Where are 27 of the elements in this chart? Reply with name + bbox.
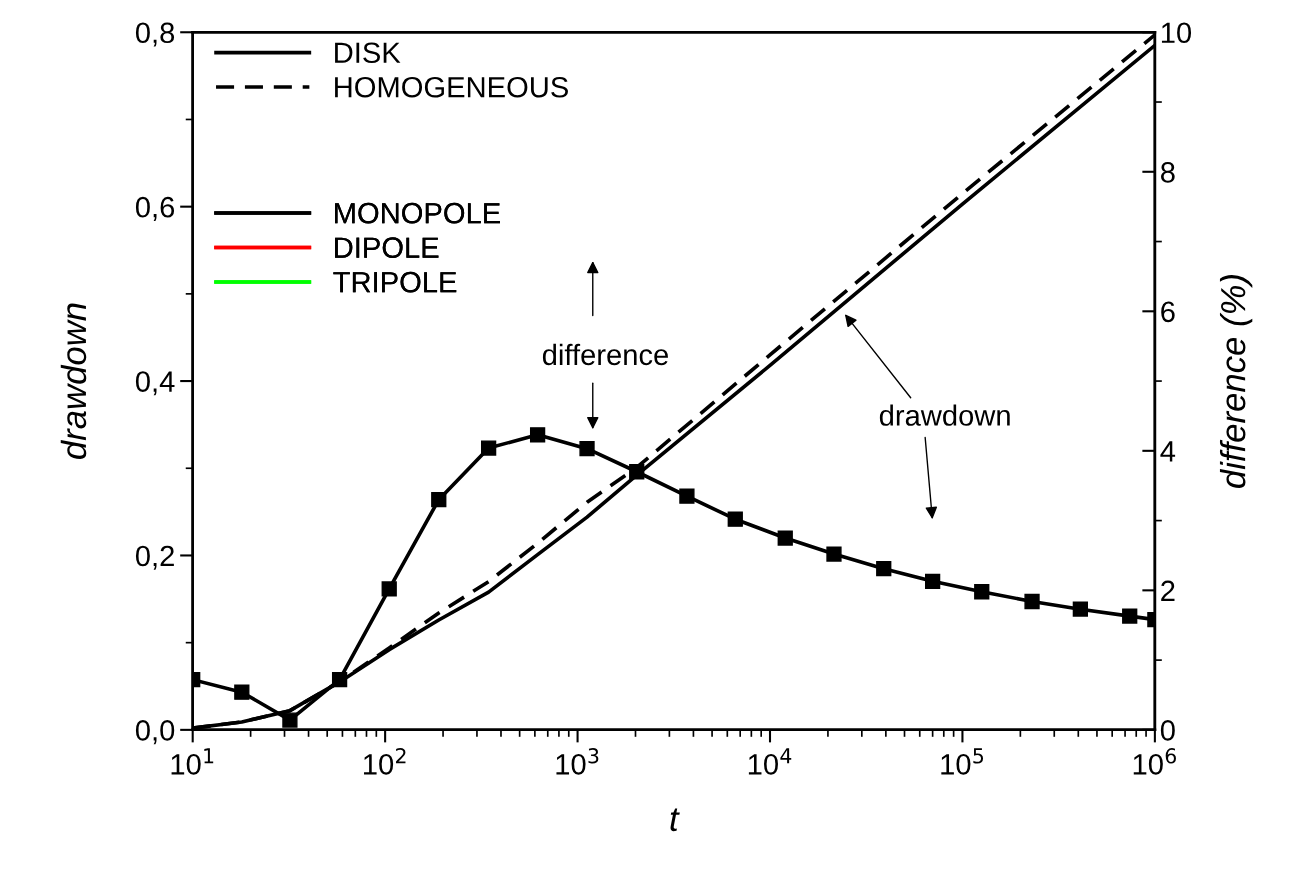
x-tick-label: 10$^{3}$ <box>556 748 599 775</box>
y-tick-label: 0,2 <box>135 545 174 570</box>
annotation: difference <box>542 343 668 366</box>
y-tick-label: 0,6 <box>135 196 175 221</box>
x-axis-title: t <box>670 808 680 832</box>
y2-tick-label: 4 <box>1160 441 1176 462</box>
x-tick-label: 10$^{1}$ <box>171 748 214 775</box>
y2-tick-label: 10 <box>1161 22 1192 44</box>
y2-tick-label: 6 <box>1161 301 1175 323</box>
y-tick-label: 0,8 <box>135 22 175 47</box>
legend-label: HOMOGENEOUS <box>335 76 568 98</box>
y2-axis-title: difference (%) <box>1219 275 1253 488</box>
legend-label: DIPOLE <box>335 237 439 258</box>
x-tick-label: 10$^{2}$ <box>364 748 406 775</box>
legend-label: MONOPOLE <box>335 202 500 224</box>
y-tick-label: 0,0 <box>135 720 175 745</box>
y2-tick-label: 8 <box>1161 161 1175 183</box>
y2-tick-label: 0 <box>1160 720 1175 741</box>
y-axis-title: drawdown <box>60 303 87 460</box>
x-tick-label: 10$^{5}$ <box>941 748 984 775</box>
x-tick-label: 10$^{6}$ <box>1133 748 1176 775</box>
legend-label: TRIPOLE <box>333 271 457 293</box>
y-tick-label: 0,4 <box>135 371 175 396</box>
x-tick-label: 10$^{4}$ <box>748 748 792 775</box>
annotation: drawdown <box>879 404 1010 426</box>
y2-tick-label: 2 <box>1161 580 1175 601</box>
legend-label: DISK <box>335 42 401 64</box>
